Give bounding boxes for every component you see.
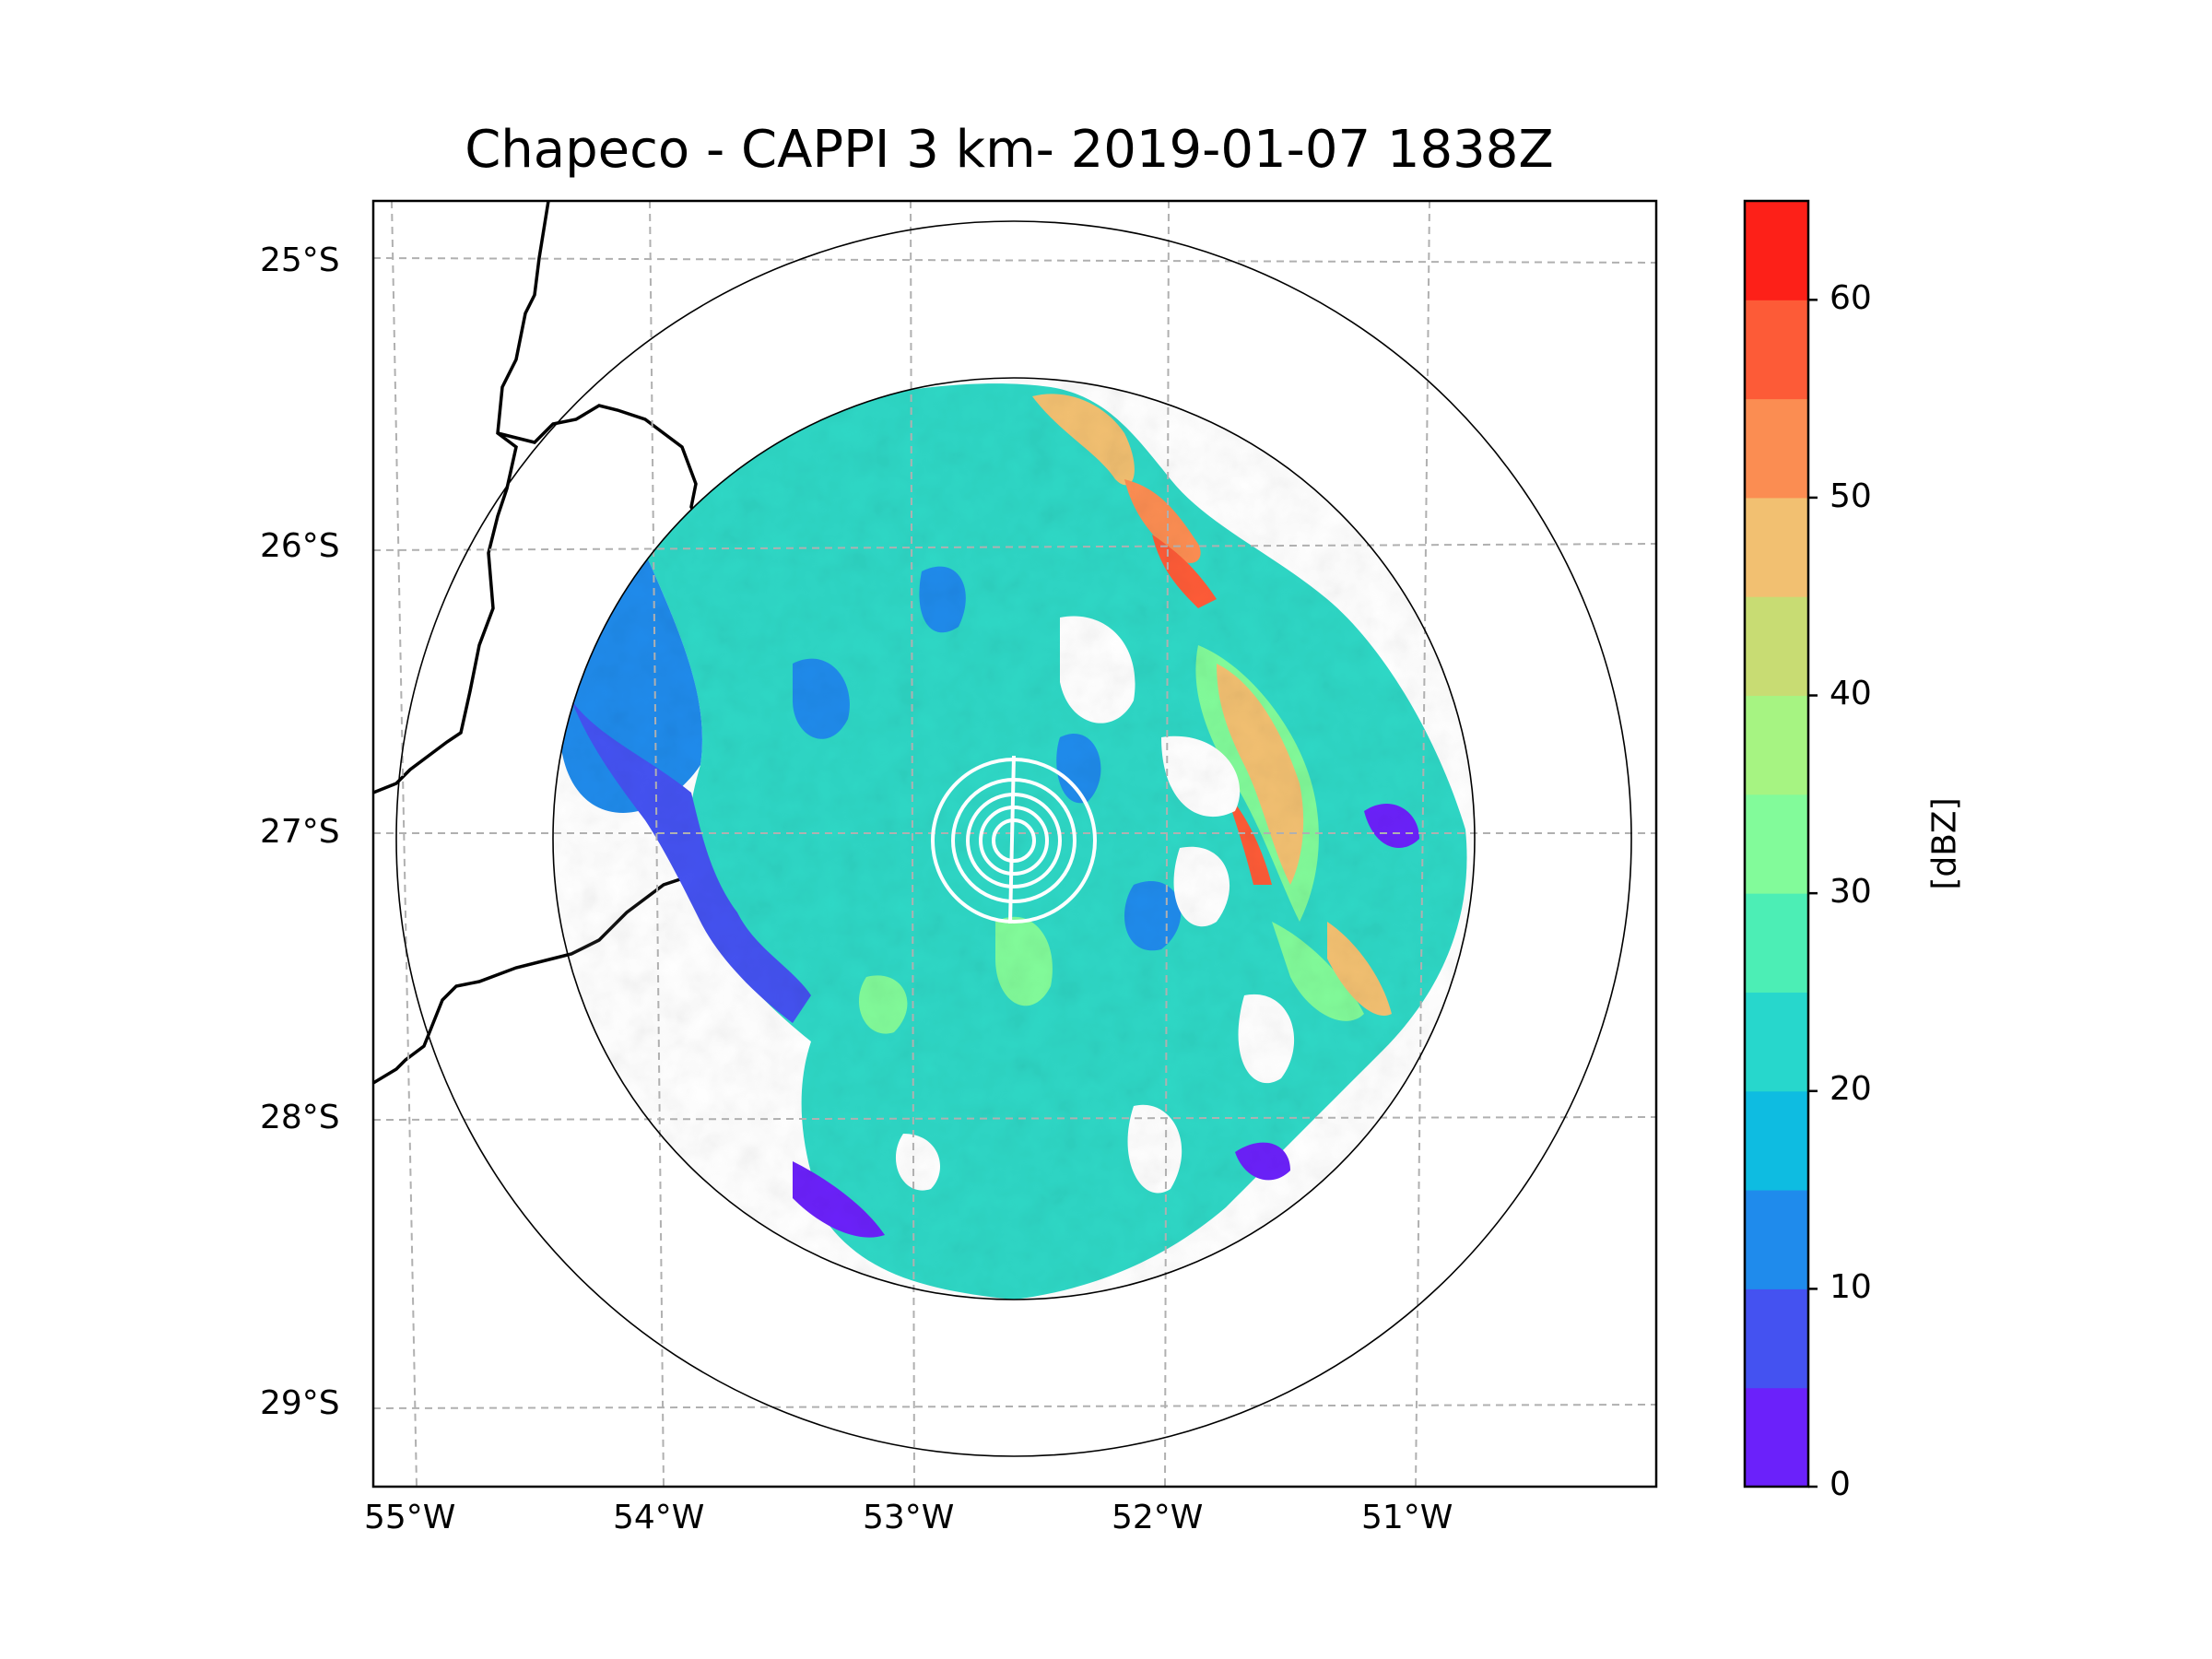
cbar-tick-50: 50 [1830, 477, 1872, 515]
colorbar-segment [1745, 1090, 1808, 1191]
cbar-tick-20: 20 [1830, 1070, 1872, 1108]
colorbar-segment [1745, 201, 1808, 300]
cbar-tick-40: 40 [1830, 675, 1872, 712]
range-ring-outer [395, 220, 1632, 1457]
colorbar-label: [dBZ] [1925, 797, 1964, 890]
lon-tick-53w: 53°W [863, 1499, 955, 1536]
lat-tick-29s: 29°S [260, 1384, 340, 1422]
lon-tick-55w: 55°W [364, 1499, 456, 1536]
reflectivity-field [553, 378, 1475, 1300]
map-axes [371, 199, 1658, 1488]
colorbar-segment [1745, 893, 1808, 993]
radar-site-marker [931, 755, 1097, 924]
colorbar-segment [1745, 794, 1808, 894]
lat-tick-27s: 27°S [260, 813, 340, 851]
chart-title: Chapeco - CAPPI 3 km- 2019-01-07 1838Z [465, 120, 1554, 180]
colorbar-segment [1745, 695, 1808, 795]
colorbar-segment [1745, 300, 1808, 400]
colorbar-segment [1745, 992, 1808, 1092]
lat-tick-28s: 28°S [260, 1099, 340, 1136]
colorbar-segment [1745, 1387, 1808, 1488]
colorbar-ticks [1808, 299, 1818, 1488]
cbar-tick-0: 0 [1830, 1465, 1851, 1503]
cbar-tick-10: 10 [1830, 1268, 1872, 1306]
lon-tick-54w: 54°W [613, 1499, 705, 1536]
lon-tick-51w: 51°W [1361, 1499, 1453, 1536]
lat-tick-25s: 25°S [260, 241, 340, 279]
colorbar-segment [1745, 596, 1808, 697]
colorbar-segment [1745, 497, 1808, 597]
colorbar [1745, 201, 1808, 1488]
range-ring-inner [552, 377, 1476, 1300]
lat-tick-26s: 26°S [260, 527, 340, 565]
gridlines [373, 201, 1656, 1487]
cbar-tick-30: 30 [1830, 873, 1872, 911]
lon-tick-52w: 52°W [1112, 1499, 1204, 1536]
colorbar-frame [1743, 199, 1810, 1488]
colorbar-segment [1745, 1190, 1808, 1289]
cbar-tick-60: 60 [1830, 279, 1872, 317]
colorbar-segment [1745, 398, 1808, 499]
colorbar-segment [1745, 1288, 1808, 1389]
country-border [373, 201, 550, 794]
